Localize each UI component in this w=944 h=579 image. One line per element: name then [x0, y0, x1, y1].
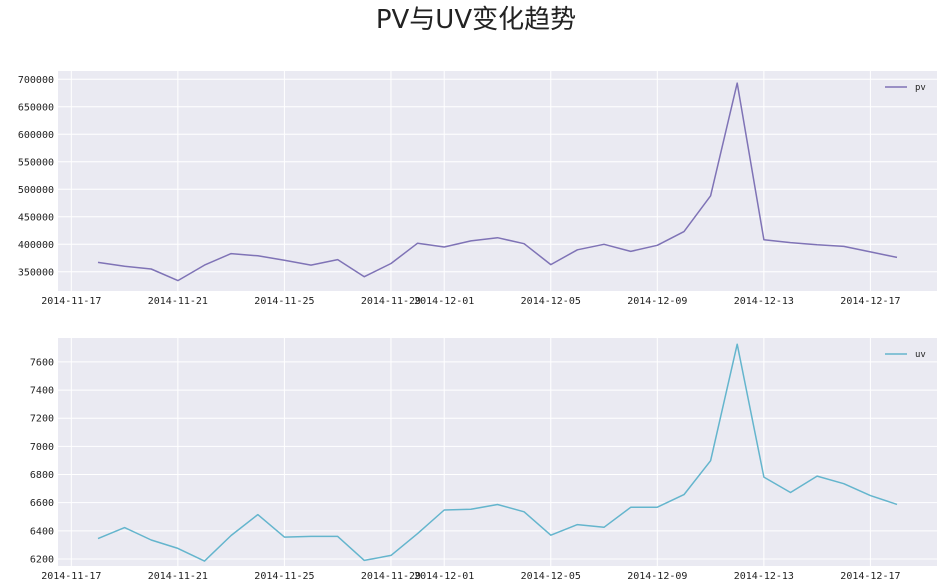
y-tick-label: 550000: [18, 157, 54, 168]
series-line-pv: [97, 82, 898, 282]
x-tick-label: 2014-12-09: [627, 296, 687, 307]
x-tick-label: 2014-11-21: [148, 571, 208, 579]
x-tick-label: 2014-12-09: [627, 571, 687, 579]
x-tick-label: 2014-11-17: [41, 296, 101, 307]
y-tick-label: 600000: [18, 130, 54, 141]
y-tick-label: 6800: [30, 470, 54, 481]
y-tick-label: 450000: [18, 212, 54, 223]
y-tick-label: 6600: [30, 498, 54, 509]
figure-title: PV与UV变化趋势: [376, 5, 576, 35]
y-tick-label: 500000: [18, 185, 54, 196]
x-tick-label: 2014-11-29: [361, 296, 421, 307]
y-tick-label: 7000: [30, 442, 54, 453]
x-tick-label: 2014-12-05: [521, 571, 581, 579]
y-tick-label: 6400: [30, 526, 54, 537]
x-tick-label: 2014-11-21: [148, 296, 208, 307]
y-tick-label: 7600: [30, 357, 54, 368]
y-tick-label: 7200: [30, 414, 54, 425]
x-tick-label: 2014-12-17: [840, 296, 900, 307]
series-line-uv: [97, 343, 898, 562]
legend-label: uv: [915, 350, 926, 360]
x-tick-label: 2014-12-13: [734, 296, 794, 307]
y-tick-label: 7400: [30, 386, 54, 397]
plot-area: [58, 71, 937, 291]
x-tick-label: 2014-12-17: [840, 571, 900, 579]
y-tick-label: 400000: [18, 240, 54, 251]
y-tick-label: 6200: [30, 554, 54, 565]
x-tick-label: 2014-11-25: [254, 296, 314, 307]
x-tick-label: 2014-12-01: [414, 571, 474, 579]
plot-area: [58, 338, 937, 566]
pv-chart-panel: 350000 400000 450000 500000 550000 600000 6500…: [18, 71, 937, 307]
x-tick-label: 2014-12-01: [414, 296, 474, 307]
x-tick-label: 2014-11-29: [361, 571, 421, 579]
x-tick-label: 2014-11-17: [41, 571, 101, 579]
y-tick-label: 650000: [18, 102, 54, 113]
x-tick-label: 2014-11-25: [254, 571, 314, 579]
x-tick-label: 2014-12-05: [521, 296, 581, 307]
legend-label: pv: [915, 83, 926, 93]
y-tick-label: 350000: [18, 267, 54, 278]
y-tick-label: 700000: [18, 75, 54, 86]
uv-chart-panel: 6200 6400 6600 6800 7000 7200 7400 7600 2014-11-…: [30, 338, 937, 579]
x-tick-label: 2014-12-13: [734, 571, 794, 579]
